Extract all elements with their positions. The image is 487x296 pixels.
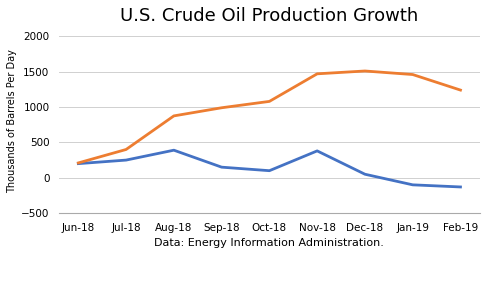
Line: Monthly: Monthly bbox=[78, 150, 461, 187]
Monthly bbox=[410, 183, 415, 186]
Monthly bbox=[123, 158, 129, 162]
Title: U.S. Crude Oil Production Growth: U.S. Crude Oil Production Growth bbox=[120, 7, 418, 25]
Monthly bbox=[362, 173, 368, 176]
X-axis label: Data: Energy Information Administration.: Data: Energy Information Administration. bbox=[154, 238, 384, 248]
Monthly bbox=[171, 148, 177, 152]
Cumulative bbox=[314, 72, 320, 75]
Cumulative bbox=[266, 100, 272, 103]
Monthly bbox=[75, 162, 81, 165]
Cumulative bbox=[219, 106, 225, 110]
Monthly bbox=[458, 185, 464, 189]
Y-axis label: Thousands of Barrels Per Day: Thousands of Barrels Per Day bbox=[7, 49, 17, 193]
Cumulative bbox=[171, 114, 177, 118]
Cumulative bbox=[458, 88, 464, 92]
Line: Cumulative: Cumulative bbox=[78, 71, 461, 163]
Cumulative bbox=[362, 69, 368, 73]
Monthly bbox=[314, 149, 320, 153]
Cumulative bbox=[75, 161, 81, 165]
Monthly bbox=[219, 165, 225, 169]
Cumulative bbox=[123, 148, 129, 151]
Cumulative bbox=[410, 73, 415, 76]
Monthly bbox=[266, 169, 272, 173]
